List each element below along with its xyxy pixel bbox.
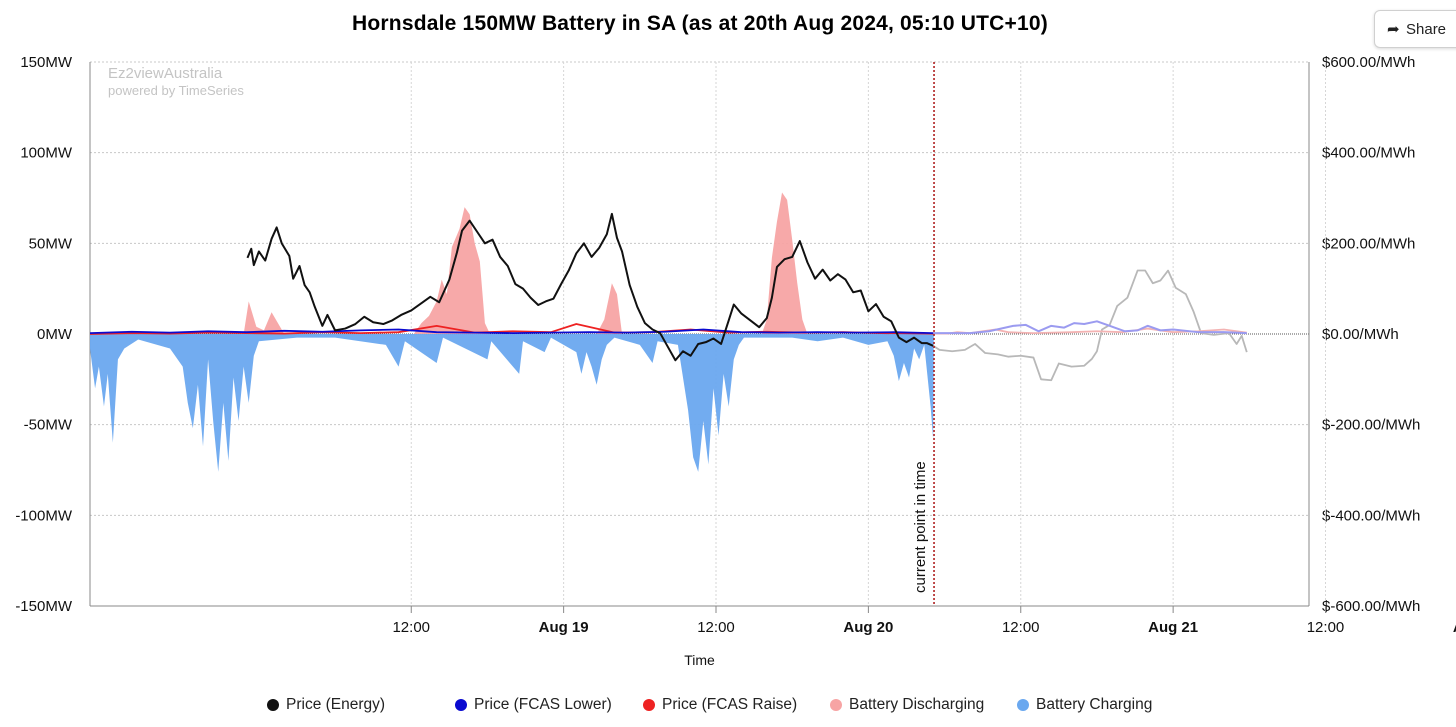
- y-left-tick-label: 50MW: [29, 235, 73, 252]
- legend-marker: [830, 699, 842, 711]
- series-battery-discharging-area: [90, 192, 934, 334]
- series-price-energy-line: [246, 212, 934, 362]
- x-tick-label: Aug 21: [1148, 619, 1198, 636]
- x-tick-label: Aug 20: [843, 619, 893, 636]
- y-left-tick-label: -50MW: [24, 417, 73, 434]
- y-right-tick-label: $-200.00/MWh: [1322, 417, 1420, 434]
- y-right-tick-label: $-400.00/MWh: [1322, 507, 1420, 524]
- watermark-line1: Ez2viewAustralia: [108, 65, 223, 82]
- series-price-energy-forecast-line: [932, 269, 1248, 382]
- y-right-tick-label: $200.00/MWh: [1322, 235, 1415, 252]
- legend-label: Price (FCAS Lower): [474, 696, 612, 713]
- y-left-tick-label: 150MW: [20, 54, 73, 71]
- y-left-tick-label: 100MW: [20, 145, 73, 162]
- x-tick-label: 12:00: [1307, 619, 1345, 636]
- legend-item[interactable]: Price (FCAS Lower): [455, 696, 612, 714]
- share-arrow-icon: ➦: [1387, 21, 1400, 38]
- x-tick-label: Aug 19: [539, 619, 589, 636]
- y-right-tick-label: $600.00/MWh: [1322, 54, 1415, 71]
- x-axis-title: Time: [684, 652, 715, 668]
- watermark-line2: powered by TimeSeries: [108, 83, 244, 98]
- series-price-fcas-lower-forecast-line: [933, 320, 1247, 335]
- x-tick-label: 12:00: [1002, 619, 1040, 636]
- current-time-label: current point in time: [912, 461, 929, 593]
- x-tick-label: 12:00: [392, 619, 430, 636]
- legend-item[interactable]: Price (FCAS Raise): [643, 696, 797, 714]
- legend-label: Price (FCAS Raise): [662, 696, 798, 713]
- legend-marker: [267, 699, 279, 711]
- series-price-fcas-lower-line: [89, 328, 934, 334]
- x-tick-label: Aug 22: [1453, 619, 1456, 636]
- legend-label: Battery Discharging: [849, 696, 985, 713]
- legend-marker: [1017, 699, 1029, 711]
- legend-marker: [643, 699, 655, 711]
- legend-label: Battery Charging: [1036, 696, 1153, 713]
- legend-item[interactable]: Battery Discharging: [830, 696, 984, 714]
- chart-title: Hornsdale 150MW Battery in SA (as at 20t…: [352, 12, 1048, 35]
- y-left-tick-label: 0MW: [37, 326, 73, 343]
- y-left-tick-label: -150MW: [15, 598, 73, 615]
- legend-item[interactable]: Price (Energy): [267, 696, 385, 714]
- share-label: Share: [1406, 21, 1447, 38]
- legend-item[interactable]: Battery Charging: [1017, 696, 1152, 714]
- share-button[interactable]: ➦ Share: [1374, 10, 1456, 48]
- series-battery-charging-area: [90, 334, 934, 472]
- legend-marker: [455, 699, 467, 711]
- y-right-tick-label: $-600.00/MWh: [1322, 598, 1420, 615]
- y-right-tick-label: $400.00/MWh: [1322, 145, 1415, 162]
- x-tick-label: 12:00: [697, 619, 735, 636]
- y-right-tick-label: $0.00/MWh: [1322, 326, 1399, 343]
- legend-label: Price (Energy): [286, 696, 386, 713]
- y-left-tick-label: -100MW: [15, 507, 73, 524]
